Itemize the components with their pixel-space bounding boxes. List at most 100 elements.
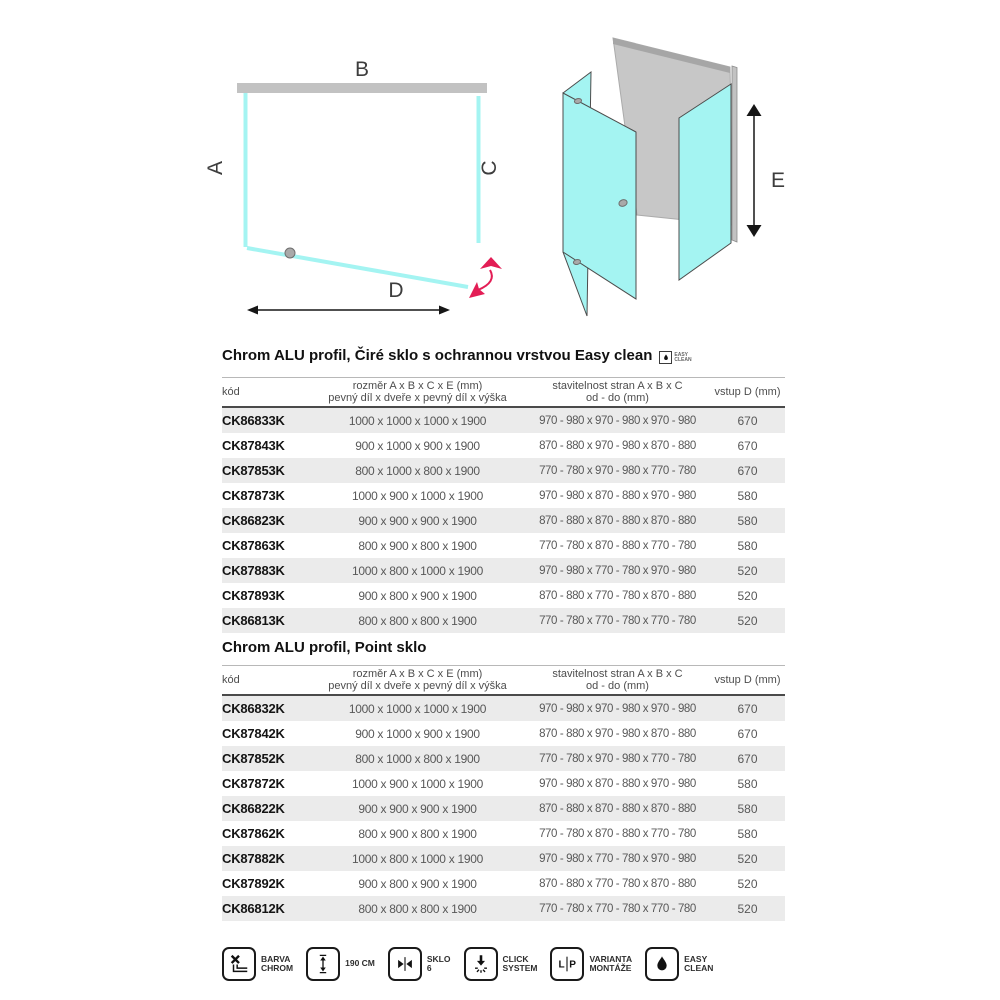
back-wall-top-profile [613,38,730,73]
feature-item: SKLO 6 [387,947,451,981]
code-cell: CK87853K [222,463,285,478]
entry-cell: 670 [737,701,758,716]
feature-label: EASY CLEAN [684,953,714,973]
code-cell: CK86813K [222,613,285,628]
code-cell: CK87883K [222,563,285,578]
table-row: CK87873K 1000 x 900 x 1000 x 1900 970 - 98… [222,483,785,508]
table-row: CK87843K 900 x 1000 x 900 x 1900 870 - 880… [222,433,785,458]
door-handle-3d [618,199,628,207]
click-system-icon [463,947,498,981]
col-header-size: rozměr A x B x C x E (mm) pevný díl x dve… [328,380,507,404]
col-header-size: rozměr A x B x C x E (mm) pevný díl x dve… [328,668,507,692]
table-row: CK87842K 900 x 1000 x 900 x 1900 870 - 880… [222,721,785,746]
adjust-cell: 970 - 980 x 970 - 980 x 970 - 980 [539,414,696,427]
adjust-cell: 970 - 980 x 970 - 980 x 970 - 980 [539,702,696,715]
dim-label-a: A [204,161,227,175]
section-heading-point: Chrom ALU profil, Point sklo [222,639,785,656]
code-cell: CK87872K [222,776,285,791]
size-cell: 800 x 1000 x 800 x 1900 [355,463,480,478]
code-cell: CK87892K [222,876,285,891]
col-header-entry: vstup D (mm) [714,386,781,398]
table-row: CK86823K 900 x 900 x 900 x 1900 870 - 880 … [222,508,785,533]
entry-cell: 670 [737,751,758,766]
adjust-cell: 870 - 880 x 970 - 980 x 870 - 880 [539,439,696,452]
entry-cell: 520 [737,851,758,866]
entry-cell: 670 [737,726,758,741]
table-row: CK87852K 800 x 1000 x 800 x 1900 770 - 780… [222,746,785,771]
code-cell: CK86823K [222,513,285,528]
table-header: kód rozměr A x B x C x E (mm) pevný díl x… [222,665,785,696]
adjust-cell: 770 - 780 x 870 - 880 x 770 - 780 [539,539,696,552]
table-row: CK87862K 800 x 900 x 800 x 1900 770 - 780 … [222,821,785,846]
table-row: CK87872K 1000 x 900 x 1000 x 1900 970 - 98… [222,771,785,796]
code-cell: CK86812K [222,901,285,916]
easy-clean-badge-text: EASY CLEAN [674,351,692,363]
adjust-cell: 970 - 980 x 770 - 780 x 970 - 980 [539,852,696,865]
size-cell: 1000 x 800 x 1000 x 1900 [352,563,483,578]
perspective-view-diagram: E [562,37,785,317]
dim-label-b: B [355,58,369,81]
table-row: CK86822K 900 x 900 x 900 x 1900 870 - 880 … [222,796,785,821]
code-cell: CK86822K [222,801,285,816]
feature-label: CLICK SYSTEM [502,953,538,973]
feature-item: 190 CM [306,947,375,981]
feature-item: EASY CLEAN [645,947,713,981]
entry-cell: 670 [737,438,758,453]
table-row: CK86832K 1000 x 1000 x 1000 x 1900 970 - 9… [222,696,785,721]
col-header-code: kód [222,386,240,398]
adjust-cell: 870 - 880 x 770 - 780 x 870 - 880 [539,877,696,890]
door-handle [284,247,296,259]
code-cell: CK87893K [222,588,285,603]
col-header-code: kód [222,674,240,686]
table-row: CK86833K 1000 x 1000 x 1000 x 1900 970 - 9… [222,408,785,433]
feature-label: VARIANTA MONTÁŽE [589,953,633,973]
table-header: kód rozměr A x B x C x E (mm) pevný díl x… [222,377,785,408]
entry-cell: 670 [737,413,758,428]
glass-door-panel [562,92,637,300]
adjust-cell: 970 - 980 x 770 - 780 x 970 - 980 [539,564,696,577]
feature-item: L P VARIANTA MONTÁŽE [550,947,632,981]
feature-label: BARVA CHROM [261,953,294,973]
adjust-cell: 770 - 780 x 970 - 980 x 770 - 780 [539,464,696,477]
code-cell: CK87843K [222,438,285,453]
feature-item: CLICK SYSTEM [463,947,538,981]
entry-cell: 670 [737,463,758,478]
adjust-cell: 870 - 880 x 870 - 880 x 870 - 880 [539,802,696,815]
feature-label: SKLO 6 [426,953,451,973]
height-dimension-arrow [746,104,762,237]
table1-rows: CK86833K 1000 x 1000 x 1000 x 1900 970 - 9… [222,408,785,633]
size-cell: 1000 x 900 x 1000 x 1900 [352,776,483,791]
size-cell: 900 x 800 x 900 x 1900 [358,876,477,891]
chrome-profile-icon [222,947,256,981]
size-cell: 800 x 900 x 800 x 1900 [358,826,477,841]
size-cell: 900 x 1000 x 900 x 1900 [355,438,480,453]
feature-icon-strip: BARVA CHROM 190 CM SKLO 6 CLICK SYSTEM L P VARIAN… [222,947,713,981]
adjust-cell: 770 - 780 x 870 - 880 x 770 - 780 [539,827,696,840]
adjust-cell: 770 - 780 x 970 - 980 x 770 - 780 [539,752,696,765]
table-row: CK87853K 800 x 1000 x 800 x 1900 770 - 780… [222,458,785,483]
entry-cell: 580 [737,513,758,528]
size-cell: 900 x 800 x 900 x 1900 [358,588,477,603]
size-cell: 800 x 800 x 800 x 1900 [358,613,477,628]
glass-door-open [246,246,469,289]
fixed-glass-panel-right [678,83,732,281]
entry-cell: 580 [737,801,758,816]
section-heading-easy-clean: Chrom ALU profil, Čiré sklo s ochrannou … [222,347,785,364]
door-hinge-top [573,98,583,104]
size-cell: 1000 x 800 x 1000 x 1900 [352,851,483,866]
spec-table-point: kód rozměr A x B x C x E (mm) pevný díl x… [222,665,785,921]
size-cell: 800 x 1000 x 800 x 1900 [355,751,480,766]
easy-clean-badge: EASY CLEAN [659,351,692,364]
entry-cell: 520 [737,613,758,628]
code-cell: CK86832K [222,701,285,716]
code-cell: CK87882K [222,851,285,866]
entry-cell: 520 [737,876,758,891]
adjust-cell: 770 - 780 x 770 - 780 x 770 - 780 [539,902,696,915]
code-cell: CK87863K [222,538,285,553]
dim-label-c: C [478,160,501,175]
size-cell: 1000 x 900 x 1000 x 1900 [352,488,483,503]
size-cell: 1000 x 1000 x 1000 x 1900 [348,413,487,428]
